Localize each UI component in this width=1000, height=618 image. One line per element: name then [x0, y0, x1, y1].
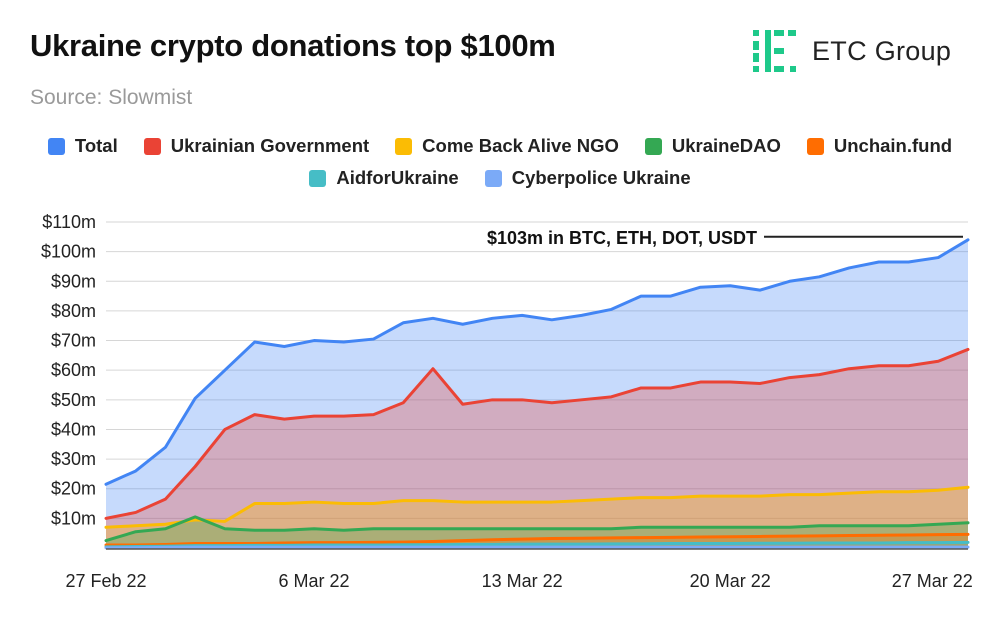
legend-label: Total — [74, 135, 118, 156]
legend-swatch — [309, 169, 327, 187]
legend-label: UkraineDAO — [671, 135, 781, 156]
y-tick-label: $70m — [51, 331, 96, 351]
legend-row: Total Ukrainian Government Come Back Alive… — [0, 130, 1000, 162]
annotation-label: $103m in BTC, ETH, DOT, USDT — [487, 228, 757, 248]
legend-row: AidforUkraine Cyberpolice Ukraine — [0, 162, 1000, 194]
legend-item: Total — [47, 135, 118, 157]
x-tick-label: 6 Mar 22 — [279, 571, 350, 591]
y-tick-label: $80m — [51, 301, 96, 321]
area-3 — [106, 516, 968, 548]
y-tick-label: $20m — [51, 479, 96, 499]
series-line-5 — [104, 540, 970, 549]
chart-title: Ukraine crypto donations top $100m — [30, 28, 556, 63]
legend-label: AidforUkraine — [336, 167, 459, 188]
y-tick-label: $110m — [42, 212, 96, 232]
y-tick-label: $30m — [51, 449, 96, 469]
legend-item: Ukrainian Government — [143, 135, 370, 157]
x-tick-label: 27 Feb 22 — [65, 571, 146, 591]
x-tick-label: 27 Mar 22 — [892, 571, 973, 591]
legend-item: Unchain.fund — [806, 135, 953, 157]
x-tick-label: 20 Mar 22 — [690, 571, 771, 591]
legend-item: Cyberpolice Ukraine — [484, 167, 691, 189]
legend-item: Come Back Alive NGO — [395, 135, 619, 157]
chart-subtitle: Source: Slowmist — [30, 86, 193, 109]
y-tick-label: $60m — [51, 360, 96, 380]
legend-item: AidforUkraine — [309, 167, 459, 189]
series-line-4 — [104, 532, 970, 547]
series-line-3 — [104, 515, 970, 543]
legend-swatch — [806, 137, 824, 155]
y-tick-label: $100m — [41, 242, 96, 262]
y-tick-label: $10m — [51, 508, 96, 528]
series-line-6 — [104, 545, 970, 550]
legend-swatch — [47, 137, 65, 155]
chart-legend: Total Ukrainian Government Come Back Alive… — [0, 130, 1000, 194]
legend-swatch — [644, 137, 662, 155]
legend-swatch — [143, 137, 161, 155]
legend-item: UkraineDAO — [644, 135, 781, 157]
series-line-2 — [104, 485, 970, 529]
series-line-0 — [104, 238, 970, 486]
legend-swatch — [395, 137, 413, 155]
y-tick-label: $50m — [51, 390, 96, 410]
legend-swatch — [484, 169, 502, 187]
y-tick-label: $90m — [51, 271, 96, 291]
legend-label: Come Back Alive NGO — [422, 135, 619, 156]
brand-name: ETC Group — [812, 35, 952, 66]
x-tick-label: 13 Mar 22 — [482, 571, 563, 591]
series-line-1 — [104, 347, 970, 520]
brand-header: ETC Group — [752, 28, 951, 74]
etc-group-logo-icon — [753, 30, 796, 72]
y-tick-label: $40m — [51, 419, 96, 439]
area-0 — [106, 239, 968, 549]
legend-label: Cyberpolice Ukraine — [511, 167, 691, 188]
area-1 — [106, 349, 968, 548]
legend-label: Ukrainian Government — [170, 135, 370, 156]
legend-label: Unchain.fund — [833, 135, 953, 156]
